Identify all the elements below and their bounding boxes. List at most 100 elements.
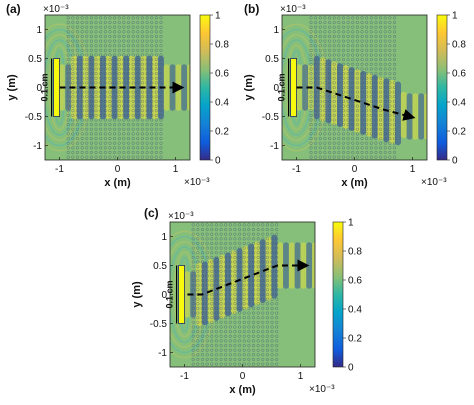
lattice-hole: [140, 136, 144, 141]
lattice-hole: [309, 136, 313, 141]
lattice-hole: [154, 48, 158, 52]
lattice-hole: [99, 67, 103, 71]
panel-label: (c): [144, 206, 159, 220]
lattice-hole: [323, 109, 327, 113]
lattice-hole: [238, 339, 242, 343]
lattice-hole: [379, 109, 383, 113]
lattice-hole: [355, 34, 359, 39]
lattice-hole: [251, 223, 256, 227]
lattice-hole: [275, 246, 279, 250]
x-axis-label: x (m): [229, 384, 256, 396]
lattice-hole: [219, 288, 223, 292]
lattice-hole: [392, 53, 397, 57]
lattice-hole: [94, 81, 98, 85]
lattice-hole: [150, 90, 154, 94]
y-tick-label: -0.5: [25, 112, 43, 123]
lattice-hole: [205, 334, 209, 338]
lattice-hole: [374, 136, 378, 141]
lattice-hole: [94, 44, 98, 48]
lattice-hole: [374, 20, 378, 25]
lattice-hole: [328, 150, 332, 155]
lattice-hole: [341, 76, 346, 80]
fringe-ripple: [173, 251, 196, 338]
lattice-hole: [261, 311, 265, 315]
lattice-hole: [159, 155, 163, 159]
fringe-stripe: [187, 64, 190, 111]
lattice-hole: [251, 297, 256, 301]
lattice-hole: [224, 348, 228, 352]
lattice-hole: [66, 123, 70, 127]
lattice-hole: [360, 90, 364, 94]
lattice-hole: [383, 132, 387, 136]
lattice-hole: [341, 123, 346, 127]
lattice-hole: [113, 141, 117, 145]
lattice-hole: [214, 339, 218, 343]
lattice-hole: [360, 127, 364, 131]
lattice-hole: [247, 241, 251, 246]
lattice-hole: [238, 302, 242, 306]
lattice-hole: [341, 118, 346, 122]
lattice-hole: [233, 362, 237, 366]
lattice-hole: [265, 251, 269, 255]
y-tick-label: -1: [33, 141, 42, 152]
lattice-hole: [126, 39, 131, 43]
lattice-hole: [383, 25, 387, 29]
lattice-hole: [388, 104, 392, 108]
lattice-hole: [228, 251, 232, 255]
lattice-hole: [328, 132, 332, 136]
lattice-hole: [238, 306, 242, 310]
lattice-hole: [365, 25, 369, 29]
lattice-hole: [332, 150, 336, 155]
lattice-hole: [66, 141, 70, 145]
lattice-hole: [75, 76, 80, 80]
lattice-hole: [392, 136, 397, 141]
lattice-hole: [388, 90, 392, 94]
lattice-hole: [80, 127, 84, 131]
lattice-hole: [355, 62, 359, 66]
lattice-hole: [275, 227, 279, 232]
lattice-hole: [318, 72, 322, 76]
lattice-hole: [80, 72, 84, 76]
lattice-hole: [251, 255, 256, 259]
lattice-hole: [379, 81, 383, 85]
lattice-hole: [265, 311, 269, 315]
lattice-hole: [360, 85, 364, 90]
lattice-hole: [314, 90, 318, 94]
lattice-hole: [210, 292, 214, 297]
lattice-hole: [323, 34, 327, 39]
lattice-hole: [309, 44, 313, 48]
lattice-hole: [71, 146, 75, 150]
y-axis-label: y (m): [243, 74, 255, 101]
lattice-hole: [323, 48, 327, 52]
lattice-hole: [228, 343, 232, 348]
lattice-hole: [388, 53, 392, 57]
lattice-hole: [94, 58, 98, 62]
x-tick-label: 0: [115, 164, 121, 175]
lattice-hole: [136, 104, 140, 108]
lattice-hole: [205, 227, 209, 232]
lattice-hole: [224, 306, 228, 310]
lattice-hole: [328, 72, 332, 76]
lattice-hole: [117, 81, 121, 85]
lattice-hole: [113, 58, 117, 62]
lattice-hole: [154, 62, 158, 66]
lattice-hole: [154, 90, 158, 94]
lattice-hole: [117, 95, 121, 99]
lattice-hole: [314, 141, 318, 145]
lattice-hole: [392, 44, 397, 48]
lattice-hole: [103, 16, 107, 20]
lattice-hole: [140, 76, 144, 80]
lattice-hole: [66, 118, 70, 122]
lattice-hole: [150, 155, 154, 159]
lattice-hole: [228, 339, 232, 343]
lattice-hole: [242, 269, 246, 273]
lattice-hole: [103, 104, 107, 108]
lattice-hole: [191, 265, 195, 269]
lattice-hole: [191, 227, 195, 232]
lattice-hole: [136, 44, 140, 48]
lattice-hole: [210, 265, 214, 269]
lattice-hole: [136, 34, 140, 39]
y-tick-label: -1: [158, 348, 167, 359]
lattice-hole: [159, 118, 163, 122]
lattice-hole: [80, 81, 84, 85]
